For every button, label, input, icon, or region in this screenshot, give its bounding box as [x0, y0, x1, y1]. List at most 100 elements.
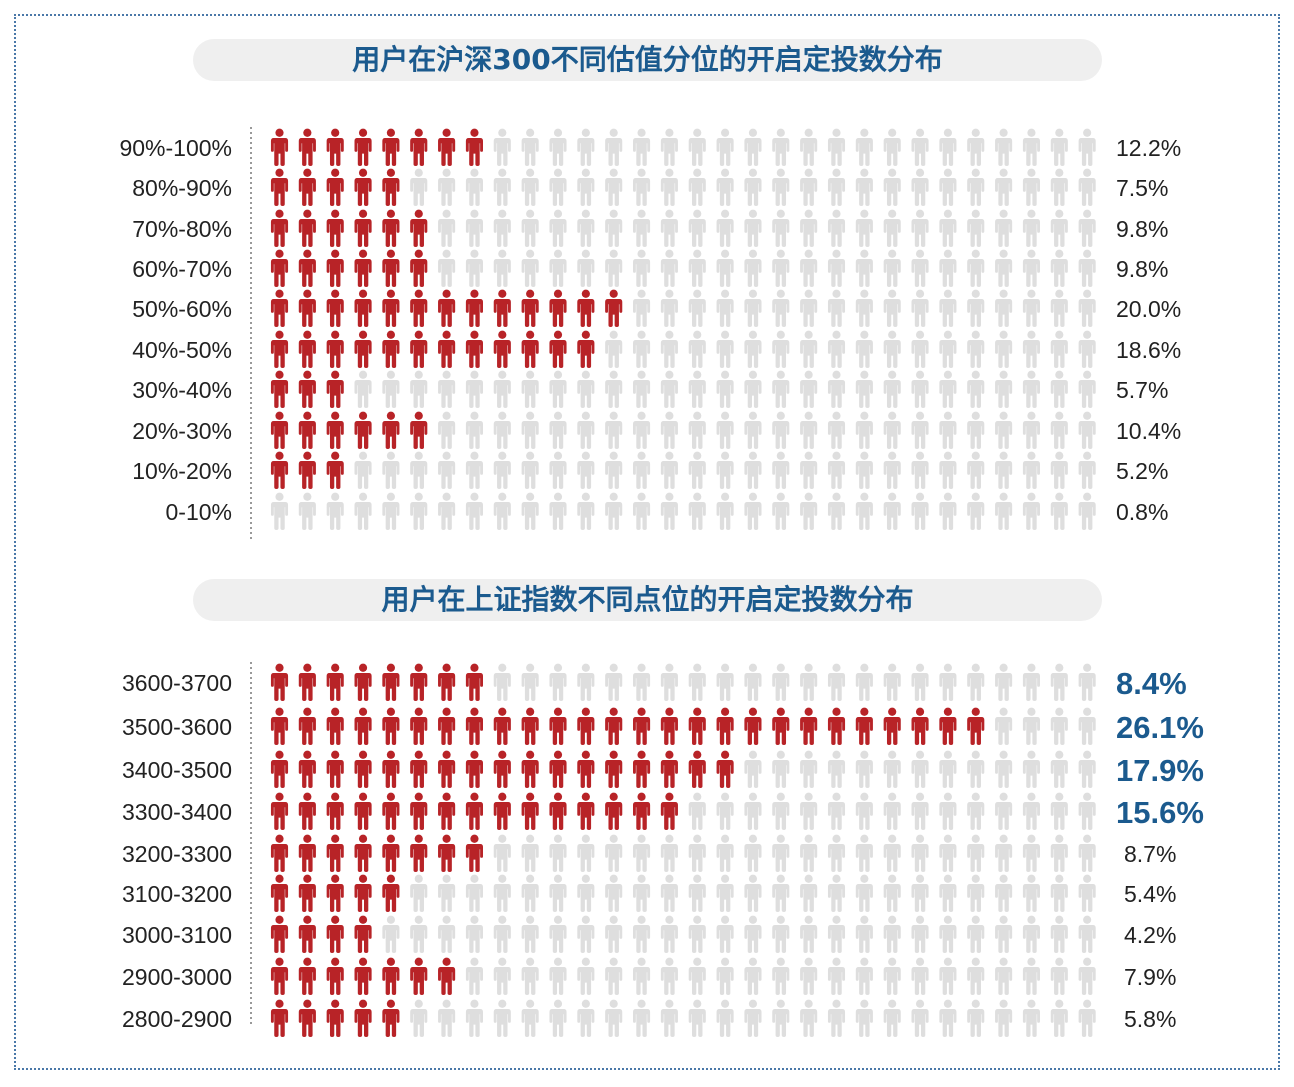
- person-icon-filled: [438, 289, 456, 327]
- person-icon: [605, 168, 623, 206]
- person-icon: [605, 411, 623, 449]
- person-icon-filled: [326, 330, 344, 368]
- category-label: 60%-70%: [132, 256, 232, 282]
- person-icon-filled: [410, 289, 428, 327]
- person-icon: [883, 249, 901, 287]
- person-icon: [521, 874, 539, 912]
- person-icon: [967, 792, 985, 830]
- person-icon: [438, 370, 456, 408]
- person-icon: [939, 999, 957, 1037]
- person-icon: [716, 289, 734, 327]
- person-icon: [911, 128, 929, 166]
- person-icon: [1078, 451, 1096, 489]
- person-icon-filled: [270, 999, 289, 1037]
- person-icon: [688, 451, 706, 489]
- person-icon: [939, 834, 957, 872]
- person-icon-filled: [326, 915, 344, 953]
- person-icon: [549, 915, 567, 953]
- person-icon: [410, 874, 428, 912]
- person-icon: [995, 249, 1013, 287]
- category-label: 3000-3100: [122, 922, 232, 948]
- person-icon: [577, 249, 595, 287]
- person-icon-filled: [382, 707, 400, 745]
- person-icon: [800, 834, 818, 872]
- person-icon-filled: [326, 999, 344, 1037]
- person-icon-filled: [298, 834, 316, 872]
- person-icon: [633, 370, 651, 408]
- person-icon: [772, 411, 790, 449]
- person-icon-filled: [298, 999, 316, 1037]
- person-icon: [800, 128, 818, 166]
- person-icon: [827, 168, 846, 206]
- pictogram-row: 3000-3100 4.2%: [122, 915, 1176, 953]
- person-icon-filled: [298, 330, 316, 368]
- person-icon: [883, 411, 901, 449]
- person-icon: [1078, 209, 1096, 247]
- person-icon-filled: [633, 792, 651, 830]
- person-icon-filled: [298, 750, 316, 788]
- category-label: 20%-30%: [132, 418, 232, 444]
- person-icon: [465, 915, 483, 953]
- person-icon: [438, 915, 456, 953]
- person-icon: [633, 330, 651, 368]
- person-icon: [883, 792, 901, 830]
- person-icon-filled: [354, 209, 372, 247]
- person-icon-filled: [521, 330, 539, 368]
- person-icon-filled: [883, 707, 901, 745]
- person-icon: [660, 451, 678, 489]
- person-icon: [438, 492, 456, 530]
- person-icon-filled: [605, 707, 623, 745]
- person-icon-filled: [270, 411, 289, 449]
- category-label: 3300-3400: [122, 799, 232, 825]
- person-icon: [521, 492, 539, 530]
- person-icon: [438, 451, 456, 489]
- person-icon: [521, 999, 539, 1037]
- person-icon-filled: [382, 128, 400, 166]
- person-icon: [939, 663, 957, 701]
- person-icon: [744, 370, 762, 408]
- person-icon: [911, 915, 929, 953]
- person-icon: [549, 209, 567, 247]
- person-icon: [827, 792, 846, 830]
- person-icon: [772, 792, 790, 830]
- person-icon: [688, 792, 706, 830]
- person-icon-filled: [521, 792, 539, 830]
- person-icon: [493, 128, 511, 166]
- category-label: 90%-100%: [119, 135, 232, 161]
- person-icon: [716, 957, 734, 995]
- value-label: 20.0%: [1116, 296, 1181, 322]
- person-icon: [549, 834, 567, 872]
- person-icon: [549, 168, 567, 206]
- person-icon: [577, 834, 595, 872]
- person-icon: [855, 289, 873, 327]
- person-icon: [688, 330, 706, 368]
- person-icon: [1022, 792, 1040, 830]
- person-icon: [1050, 289, 1068, 327]
- person-icon: [1022, 750, 1040, 788]
- category-label: 3400-3500: [122, 757, 232, 783]
- person-icon: [1022, 289, 1040, 327]
- pictogram-row: 50%-60% 20.0%: [132, 289, 1181, 327]
- person-icon: [883, 451, 901, 489]
- person-icon: [967, 750, 985, 788]
- person-icon-filled: [354, 874, 372, 912]
- person-icon: [1022, 209, 1040, 247]
- person-icon: [493, 492, 511, 530]
- person-icon-filled: [382, 209, 400, 247]
- person-icon: [1078, 370, 1096, 408]
- person-icon: [827, 874, 846, 912]
- person-icon: [688, 999, 706, 1037]
- person-icon: [995, 999, 1013, 1037]
- person-icon: [521, 451, 539, 489]
- person-icon-filled: [438, 128, 456, 166]
- person-icon-filled: [326, 792, 344, 830]
- person-icon: [744, 957, 762, 995]
- person-icon: [605, 957, 623, 995]
- chart-title-csi300: 用户在沪深300不同估值分位的开启定投数分布: [193, 39, 1102, 81]
- person-icon: [772, 999, 790, 1037]
- person-icon: [716, 999, 734, 1037]
- person-icon: [410, 451, 428, 489]
- person-icon-filled: [577, 792, 595, 830]
- category-label: 0-10%: [166, 499, 232, 525]
- person-icon-filled: [382, 411, 400, 449]
